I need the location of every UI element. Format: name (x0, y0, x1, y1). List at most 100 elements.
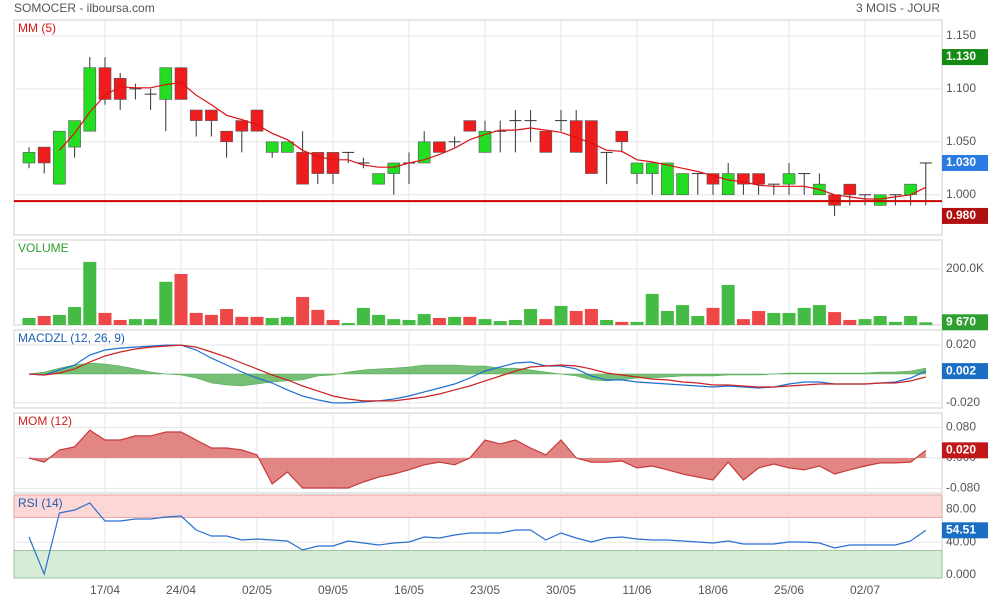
macd-line (28, 344, 926, 402)
candle-body (478, 130, 492, 153)
panel-title: MOM (12) (18, 414, 72, 428)
volume-bar (402, 319, 416, 325)
value-badge (942, 442, 988, 459)
value-badge (942, 363, 988, 380)
x-tick-label: 30/05 (546, 583, 576, 597)
value-badge (942, 207, 988, 224)
candle-body (189, 109, 203, 121)
volume-bar (128, 319, 142, 325)
volume-bar (448, 316, 462, 325)
volume-bar (493, 321, 507, 325)
volume-bar (189, 312, 203, 325)
candle-body (98, 67, 112, 100)
candle-body (220, 130, 233, 143)
panel: 0.020 -0.020 MACDZL (12, 26, 9) 0.002 (13, 329, 988, 409)
period-label: 3 MOIS - JOUR (856, 1, 940, 15)
candle-body (661, 162, 674, 196)
y-tick-label: 80.00 (946, 502, 976, 516)
y-tick-label: 0.080 (946, 420, 976, 434)
candle-body (205, 109, 218, 121)
volume-bar (22, 317, 36, 325)
value-badge (942, 522, 988, 539)
volume-bar (478, 319, 492, 325)
x-tick-label: 25/06 (774, 583, 804, 597)
volume-bar (432, 317, 446, 325)
rsi-line (28, 502, 927, 577)
candle-body (265, 141, 279, 153)
volume-bar (356, 307, 370, 325)
y-tick-label: 1.150 (946, 28, 976, 42)
volume-bar (311, 309, 325, 325)
panel-title: RSI (14) (18, 496, 63, 510)
volume-bar (676, 305, 690, 325)
candle-body (433, 141, 446, 153)
candle-body (737, 173, 750, 185)
volume-bar (584, 309, 598, 325)
volume-bar (326, 319, 340, 325)
volume-bar (68, 307, 82, 325)
volume-bar (691, 316, 705, 325)
panel-title: VOLUME (18, 241, 69, 255)
moving-average-line (58, 81, 927, 200)
volume-bar (144, 319, 158, 325)
candle-body (250, 109, 264, 132)
x-tick-label: 09/05 (318, 583, 348, 597)
volume-bar (919, 322, 933, 325)
volume-bar (721, 284, 735, 325)
volume-bar (797, 307, 811, 325)
candle-body (53, 130, 66, 185)
volume-bar (539, 319, 553, 325)
volume-bar (52, 314, 66, 325)
candle-body (281, 141, 294, 153)
candle-body (311, 152, 325, 174)
panel-title: MACDZL (12, 26, 9) (18, 331, 125, 345)
overbought-band (13, 494, 943, 518)
candle-body (387, 162, 401, 174)
x-tick-label: 02/07 (850, 583, 880, 597)
volume-bar (296, 296, 310, 325)
volume-bar (645, 293, 659, 325)
volume-bar (736, 319, 750, 325)
volume-bar (463, 316, 477, 325)
candle-body (296, 152, 309, 185)
volume-bar (843, 319, 857, 325)
x-tick-label: 02/05 (242, 583, 272, 597)
volume-bar (37, 316, 51, 325)
y-tick-label: 0.000 (946, 567, 976, 581)
volume-bar (828, 312, 842, 325)
value-badge-label: 1.030 (946, 155, 976, 169)
candle-body (843, 183, 857, 196)
volume-bar (660, 310, 674, 325)
value-badge (942, 154, 988, 171)
candle-body (417, 141, 431, 164)
volume-bar (752, 310, 766, 325)
candle-body (615, 130, 629, 143)
value-badge-label: 1.130 (946, 49, 976, 63)
volume-bar (417, 314, 431, 325)
candle-body (113, 77, 127, 100)
volume-bar (524, 309, 538, 325)
macd-histogram (28, 362, 927, 387)
candle-body (37, 146, 51, 164)
panel: 1.150 1.100 1.050 1.000 MM (5) 1.130 1.030 0.98… (13, 19, 988, 236)
y-tick-label: 1.000 (946, 187, 976, 201)
panel-frame (13, 19, 943, 236)
volume-bar (265, 317, 279, 325)
volume-bar (508, 319, 522, 325)
candle-body (828, 194, 841, 206)
volume-bar (83, 261, 97, 325)
candle-body (83, 67, 97, 132)
volume-bar (98, 312, 112, 325)
volume-bar (280, 316, 294, 325)
candle-body (569, 120, 583, 153)
volume-bar (387, 319, 401, 325)
candle-body (539, 130, 553, 153)
volume-bar (630, 321, 644, 325)
candle-body (782, 173, 796, 185)
value-badge-label: 0.002 (946, 363, 976, 377)
volume-bar (554, 305, 568, 325)
